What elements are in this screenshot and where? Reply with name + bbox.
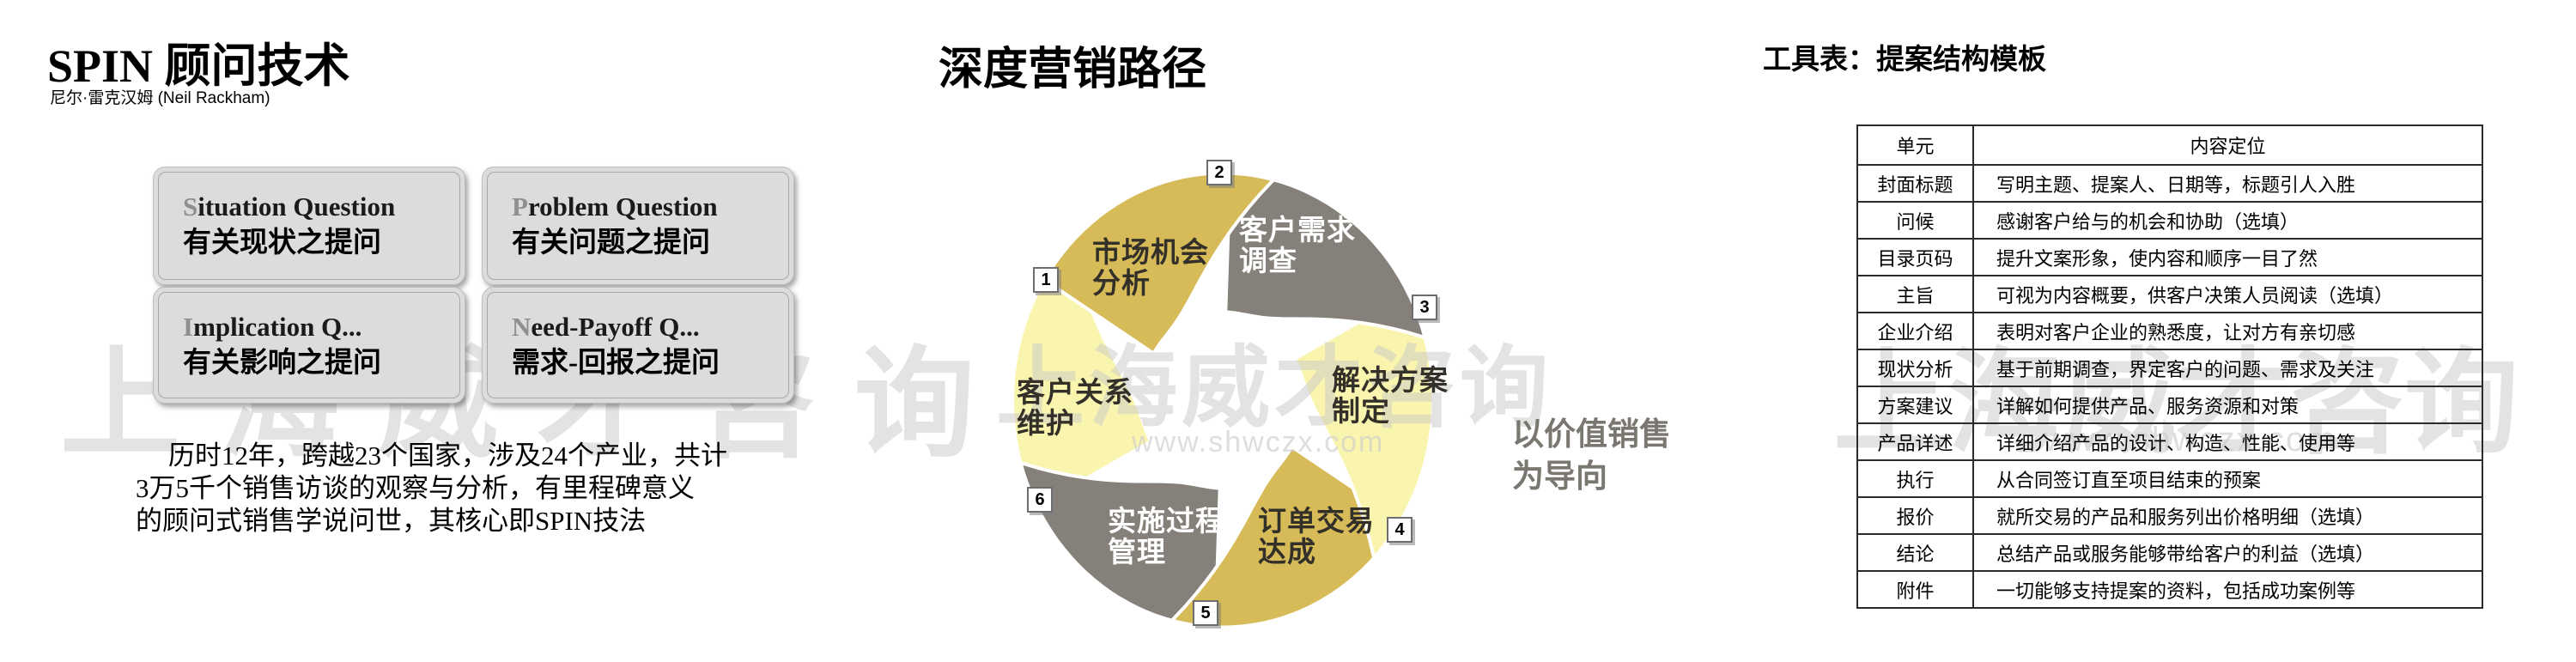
table-cell-content: 可视为内容概要，供客户决策人员阅读（选填） bbox=[1972, 275, 2483, 313]
table-cell-content: 表明对客户企业的熟悉度，让对方有亲切感 bbox=[1972, 312, 2483, 350]
table-row: 报价 就所交易的产品和服务列出价格明细（选填） bbox=[1856, 496, 2483, 535]
table-cell-content: 详细介绍产品的设计、构造、性能、使用等 bbox=[1972, 422, 2483, 461]
table-cell-content: 一切能够支持提案的资料，包括成功案例等 bbox=[1972, 570, 2483, 609]
marketing-cycle-diagram bbox=[1011, 171, 1435, 629]
spin-history-paragraph: 历时12年，跨越23个国家，涉及24个产业，共计 3万5千个销售访谈的观察与分析… bbox=[136, 440, 727, 536]
table-cell-content: 提升文案形象，使内容和顺序一目了然 bbox=[1972, 238, 2483, 276]
marketing-path-title: 深度营销路径 bbox=[939, 46, 1207, 94]
table-cell-content: 详解如何提供产品、服务资源和对策 bbox=[1972, 386, 2483, 424]
table-row: 企业介绍 表明对客户企业的熟悉度，让对方有亲切感 bbox=[1856, 312, 2483, 350]
spin-author: 尼尔·雷克汉姆 (Neil Rackham) bbox=[50, 89, 270, 107]
spin-box-needpayoff-inner: Need-Payoff Q... 需求-回报之提问 bbox=[487, 292, 789, 398]
cycle-segment-3 bbox=[1292, 291, 1435, 560]
table-cell-unit: 主旨 bbox=[1856, 275, 1974, 313]
cycle-segment-label-1: 市场机会 分析 bbox=[1092, 236, 1209, 299]
table-row: 现状分析 基于前期调查，界定客户的问题、需求及关注 bbox=[1856, 349, 2483, 387]
table-cell-unit: 封面标题 bbox=[1856, 164, 1974, 203]
spin-box-situation: Situation Question 有关现状之提问 bbox=[153, 167, 465, 285]
table-row: 目录页码 提升文案形象，使内容和顺序一目了然 bbox=[1856, 238, 2483, 276]
cycle-step-number-3: 3 bbox=[1412, 295, 1437, 320]
cycle-segment-5 bbox=[1018, 460, 1222, 629]
table-cell-content: 就所交易的产品和服务列出价格明细（选填） bbox=[1972, 496, 2483, 535]
spin-box-needpayoff: Need-Payoff Q... 需求-回报之提问 bbox=[482, 287, 794, 404]
spin-box-situation-inner: Situation Question 有关现状之提问 bbox=[158, 172, 460, 280]
table-cell-content: 感谢客户给与的机会和协助（选填） bbox=[1972, 201, 2483, 240]
spin-box-implication-en: Implication Q... bbox=[183, 312, 362, 342]
table-cell-content: 从合同签订直至项目结束的预案 bbox=[1972, 459, 2483, 498]
cycle-step-number-4: 4 bbox=[1387, 517, 1413, 543]
table-cell-unit: 报价 bbox=[1856, 496, 1974, 535]
table-cell-unit: 附件 bbox=[1856, 570, 1974, 609]
table-header-row: 单元 内容定位 bbox=[1856, 125, 2483, 166]
cycle-step-number-5: 5 bbox=[1193, 600, 1218, 626]
spin-box-implication-cn: 有关影响之提问 bbox=[183, 348, 381, 379]
table-row: 问候 感谢客户给与的机会和协助（选填） bbox=[1856, 201, 2483, 240]
cycle-segment-label-3: 解决方案 制定 bbox=[1332, 364, 1449, 427]
spin-box-problem-en: Problem Question bbox=[512, 191, 718, 222]
proposal-structure-table: 单元 内容定位 封面标题 写明主题、提案人、日期等，标题引人入胜 问候 感谢客户给与… bbox=[1856, 125, 2483, 609]
table-cell-unit: 方案建议 bbox=[1856, 386, 1974, 424]
cycle-segment-label-5: 实施过程 管理 bbox=[1108, 505, 1224, 568]
spin-box-problem-cn: 有关问题之提问 bbox=[512, 228, 710, 258]
table-cell-unit: 企业介绍 bbox=[1856, 312, 1974, 350]
spin-title: SPIN 顾问技术 bbox=[47, 40, 350, 92]
table-row: 方案建议 详解如何提供产品、服务资源和对策 bbox=[1856, 386, 2483, 424]
table-cell-unit: 现状分析 bbox=[1856, 349, 1974, 387]
table-cell-unit: 目录页码 bbox=[1856, 238, 1974, 276]
cycle-segment-2 bbox=[1224, 171, 1427, 340]
spin-box-problem-inner: Problem Question 有关问题之提问 bbox=[487, 172, 789, 280]
cycle-step-number-6: 6 bbox=[1027, 487, 1053, 513]
cycle-segment-label-2: 客户需求 调查 bbox=[1239, 214, 1356, 276]
table-header-content: 内容定位 bbox=[1972, 125, 2483, 166]
cycle-segment-label-6: 客户关系 维护 bbox=[1017, 376, 1133, 439]
cycle-step-number-2: 2 bbox=[1206, 160, 1232, 185]
cycle-segment-1 bbox=[1042, 171, 1276, 355]
cycle-step-number-1: 1 bbox=[1033, 267, 1059, 293]
cycle-segment-label-4: 订单交易 达成 bbox=[1258, 505, 1375, 568]
table-row: 结论 总结产品或服务能够带给客户的利益（选填） bbox=[1856, 533, 2483, 572]
spin-box-problem: Problem Question 有关问题之提问 bbox=[482, 167, 794, 285]
table-row: 主旨 可视为内容概要，供客户决策人员阅读（选填） bbox=[1856, 275, 2483, 313]
table-cell-content: 基于前期调查，界定客户的问题、需求及关注 bbox=[1972, 349, 2483, 387]
table-cell-unit: 执行 bbox=[1856, 459, 1974, 498]
table-cell-content: 写明主题、提案人、日期等，标题引人入胜 bbox=[1972, 164, 2483, 203]
value-selling-caption: 以价值销售 为导向 bbox=[1512, 416, 1671, 494]
cycle-segment-4 bbox=[1170, 445, 1403, 629]
table-row: 产品详述 详细介绍产品的设计、构造、性能、使用等 bbox=[1856, 422, 2483, 461]
spin-box-needpayoff-cn: 需求-回报之提问 bbox=[512, 348, 720, 379]
table-row: 附件 一切能够支持提案的资料，包括成功案例等 bbox=[1856, 570, 2483, 609]
spin-box-situation-en: Situation Question bbox=[183, 191, 396, 222]
table-cell-content: 总结产品或服务能够带给客户的利益（选填） bbox=[1972, 533, 2483, 572]
spin-box-implication: Implication Q... 有关影响之提问 bbox=[153, 287, 465, 404]
spin-box-needpayoff-en: Need-Payoff Q... bbox=[512, 312, 700, 342]
table-row: 执行 从合同签订直至项目结束的预案 bbox=[1856, 459, 2483, 498]
table-cell-unit: 产品详述 bbox=[1856, 422, 1974, 461]
table-cell-unit: 结论 bbox=[1856, 533, 1974, 572]
spin-box-implication-inner: Implication Q... 有关影响之提问 bbox=[158, 292, 460, 398]
watermark-url-middle: www.shwczx.com bbox=[1132, 426, 1385, 459]
table-cell-unit: 问候 bbox=[1856, 201, 1974, 240]
table-row: 封面标题 写明主题、提案人、日期等，标题引人入胜 bbox=[1856, 164, 2483, 203]
table-header-unit: 单元 bbox=[1856, 125, 1974, 166]
tool-table-title: 工具表：提案结构模板 bbox=[1763, 43, 2046, 75]
spin-box-situation-cn: 有关现状之提问 bbox=[183, 228, 381, 258]
